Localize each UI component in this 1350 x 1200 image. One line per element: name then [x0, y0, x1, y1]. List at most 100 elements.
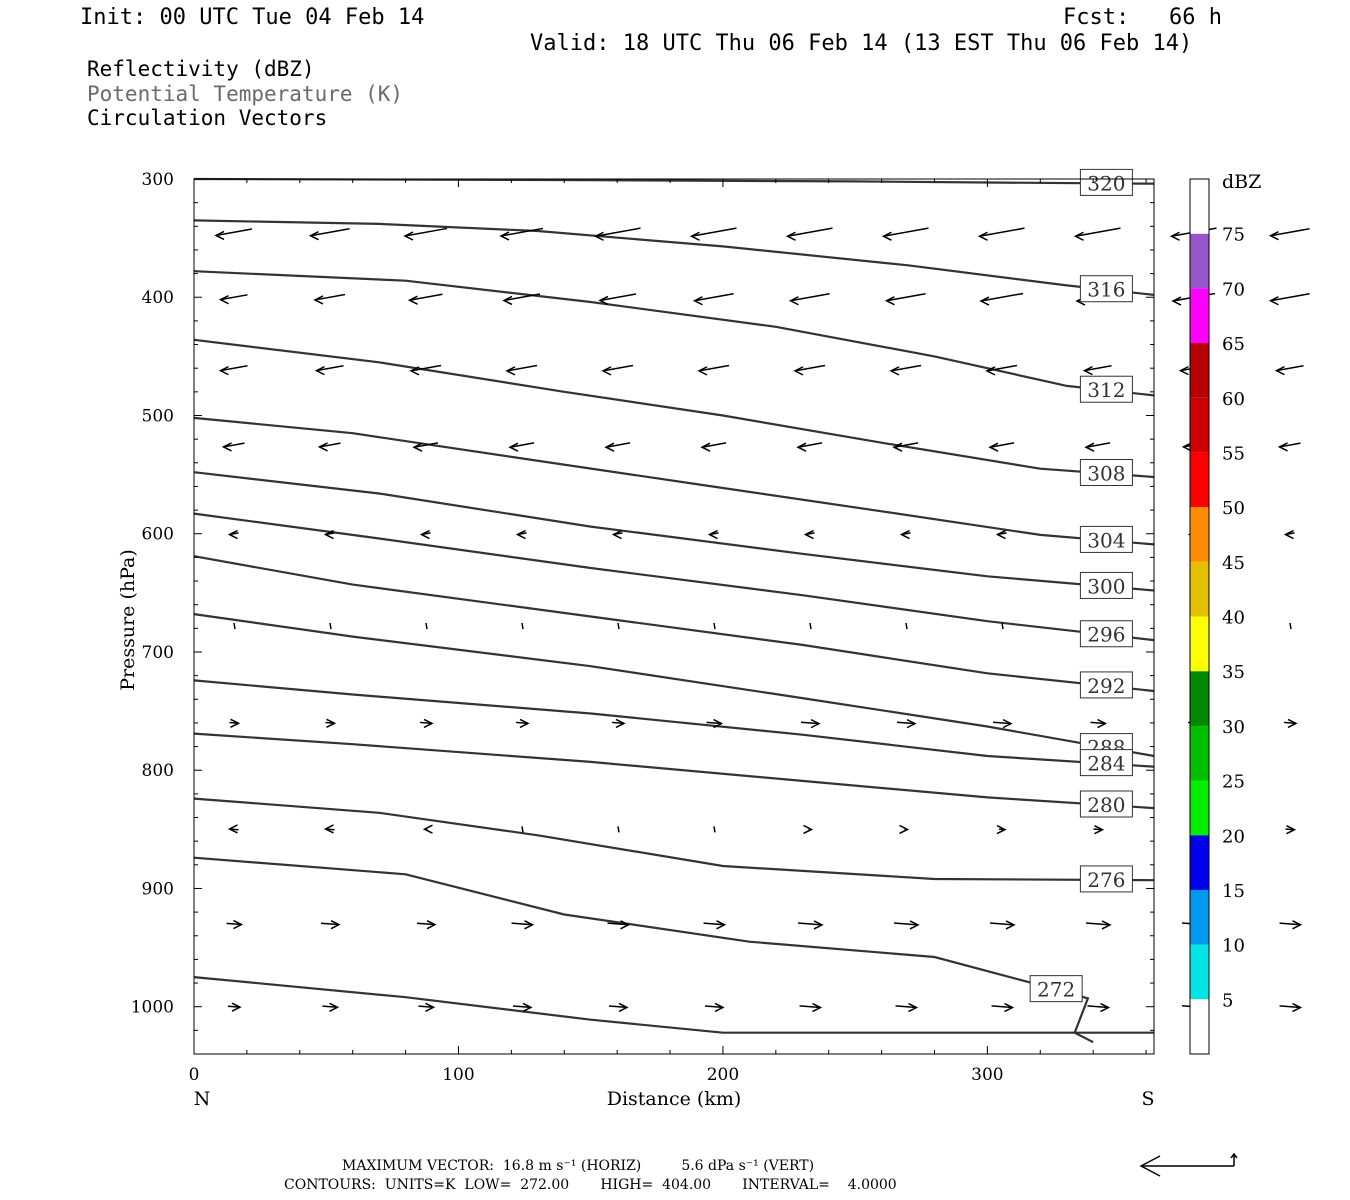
vector-arrowhead: [601, 366, 612, 376]
vector-arrowhead: [502, 295, 513, 306]
vector-arrowhead: [412, 442, 423, 452]
x-tick-label: 200: [707, 1065, 739, 1085]
valid-time: Valid: 18 UTC Thu 06 Feb 14 (13 EST Thu …: [530, 31, 1193, 56]
colorbar-level-label: 30: [1222, 717, 1245, 738]
vector-arrowhead: [899, 824, 910, 835]
circulation-vector: [794, 364, 826, 372]
vector-arrowhead: [422, 824, 433, 834]
circulation-vector: [1087, 1005, 1109, 1009]
colorbar-level-label: 35: [1222, 662, 1245, 683]
vector-arrowhead: [995, 529, 1006, 540]
circulation-vector: [797, 442, 823, 448]
vector-arrowhead: [604, 442, 615, 452]
circulation-vector: [503, 293, 541, 302]
isentrope-line: [193, 338, 1155, 479]
circulation-vector: [605, 442, 631, 448]
vector-arrowhead: [908, 1002, 919, 1013]
vector-arrowhead: [611, 529, 622, 540]
colorbar-level-label: 55: [1222, 443, 1245, 464]
circulation-vector: [893, 442, 919, 448]
circulation-vector: [599, 293, 637, 302]
circulation-vector: [220, 365, 248, 372]
circulation-vector: [404, 227, 448, 237]
vector-arrowhead: [409, 366, 420, 376]
colorbar-segment: [1190, 233, 1209, 289]
contour-label-box: [1079, 168, 1133, 196]
dbz-colorbar: 5 10 15 20 25 30 35 40 45 50 55 60 65 70 75: [1189, 178, 1245, 1055]
vector-arrowhead: [227, 824, 238, 834]
circulation-vector: [233, 622, 236, 630]
vector-arrowhead: [1274, 365, 1285, 376]
circulation-vector: [895, 1005, 917, 1009]
legend-circulation-vectors: Circulation Vectors: [87, 106, 328, 130]
circulation-vector: [316, 365, 344, 372]
isentrope-line: [193, 177, 1155, 185]
colorbar-segment: [1190, 452, 1209, 508]
colorbar-level-label: 60: [1222, 389, 1245, 410]
circulation-vector: [896, 721, 916, 725]
circulation-vector: [425, 622, 428, 630]
colorbar-level-label: 75: [1222, 225, 1245, 246]
circulation-vector: [506, 364, 538, 372]
vector-arrowhead: [419, 529, 430, 540]
north-label: N: [194, 1088, 211, 1110]
vector-arrowhead: [1002, 718, 1013, 729]
circulation-vector: [1279, 442, 1301, 448]
circulation-vector: [608, 1005, 628, 1009]
circulation-vector: [890, 364, 922, 372]
circulation-vector: [703, 922, 725, 926]
vector-arrowhead: [314, 365, 325, 376]
circulation-vectors: [214, 227, 1310, 1013]
vector-arrowhead: [1004, 1002, 1015, 1013]
vector-arrowhead: [598, 295, 609, 306]
vector-arrowhead: [426, 919, 437, 930]
colorbar-segment: [1190, 835, 1209, 890]
circulation-vector: [607, 922, 629, 926]
isentrope-line: [193, 613, 1155, 758]
circulation-vector: [1085, 442, 1111, 448]
vector-arrowhead: [1171, 296, 1182, 306]
circulation-vector: [521, 622, 524, 630]
vector-arrowhead: [803, 529, 814, 540]
vector-arrowhead: [330, 919, 341, 930]
circulation-vector: [226, 922, 242, 926]
circulation-vector: [980, 292, 1024, 302]
circulation-vector: [515, 721, 529, 725]
circulation-vector: [220, 294, 248, 301]
circulation-vector: [227, 1005, 241, 1008]
vector-arrowhead: [713, 718, 724, 729]
isentrope-line: [193, 679, 1155, 768]
contour-label-box: [1079, 671, 1133, 699]
vector-arrowhead: [803, 824, 814, 835]
isentrope-line: [193, 976, 1154, 1034]
circulation-vector: [409, 293, 443, 301]
vector-arrowhead: [697, 366, 708, 376]
vector-arrowhead: [812, 1002, 823, 1013]
vector-arrowhead: [909, 920, 920, 930]
init-time: Init: 00 UTC Tue 04 Feb 14: [80, 5, 425, 30]
vector-arrowhead: [214, 230, 225, 241]
circulation-vector: [500, 227, 544, 237]
isentrope-lines: [193, 177, 1155, 1044]
circulation-vector: [787, 227, 833, 237]
colorbar-level-label: 40: [1222, 608, 1245, 629]
circulation-vector: [329, 622, 332, 630]
circulation-vector: [595, 227, 641, 237]
colorbar-segment: [1190, 616, 1209, 672]
vector-arrowhead: [593, 231, 604, 241]
maximum-vector-note: MAXIMUM VECTOR: 16.8 m s⁻¹ (HORIZ) 5.6 d…: [342, 1158, 815, 1174]
vector-arrowhead: [881, 231, 892, 241]
circulation-vector: [691, 227, 737, 237]
contour-label: 272: [1037, 978, 1075, 1002]
colorbar-level-label: 10: [1222, 936, 1245, 957]
contour-label-box: [1079, 865, 1133, 893]
isentrope-line: [193, 732, 1155, 810]
colorbar-level-label: 70: [1222, 279, 1245, 300]
circulation-vector: [314, 293, 346, 301]
vector-arrowhead: [407, 295, 418, 305]
vector-arrowhead: [785, 231, 796, 241]
colorbar-level-label: 15: [1222, 881, 1245, 902]
x-tick-label: 300: [971, 1065, 1003, 1085]
circulation-vector: [512, 1005, 532, 1009]
circulation-vector: [1001, 622, 1004, 630]
